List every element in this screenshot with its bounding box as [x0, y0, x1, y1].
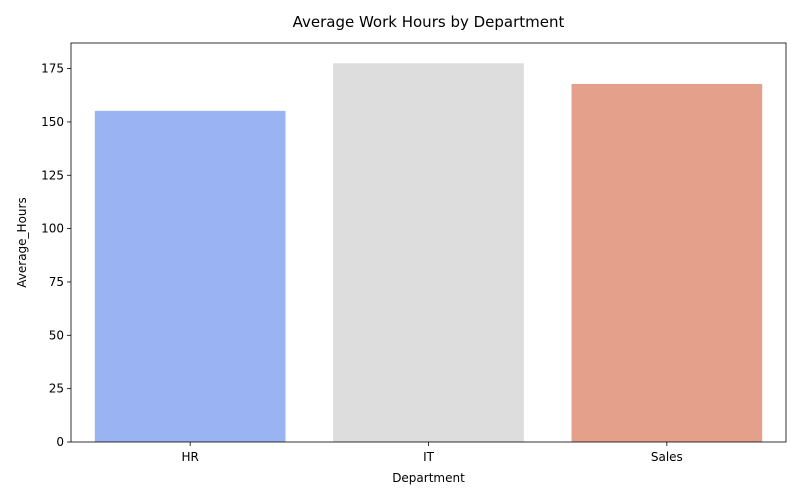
- y-tick-label: 100: [41, 222, 64, 236]
- bar-it: [333, 63, 524, 443]
- x-axis-ticks: HR IT Sales: [181, 442, 683, 464]
- chart-title: Average Work Hours by Department: [293, 13, 565, 31]
- y-tick-label: 175: [41, 62, 64, 76]
- y-tick-label: 0: [56, 435, 64, 449]
- y-tick-label: 50: [49, 328, 64, 342]
- x-tick-label: HR: [181, 450, 198, 464]
- y-axis-ticks: 0 25 50 75 100 125 150 175: [41, 62, 71, 449]
- y-tick-label: 25: [49, 382, 64, 396]
- y-tick-label: 125: [41, 168, 64, 182]
- x-axis-label: Department: [392, 471, 465, 485]
- x-tick-label: IT: [423, 450, 435, 464]
- x-tick-label: Sales: [651, 450, 683, 464]
- y-axis-label: Average_Hours: [15, 197, 29, 287]
- plot-frame: [70, 42, 787, 443]
- bar-hr: [94, 110, 286, 443]
- bar-sales: [571, 83, 763, 442]
- y-tick-label: 75: [49, 275, 64, 289]
- bars-layer: [94, 63, 763, 443]
- y-tick-label: 150: [41, 115, 64, 129]
